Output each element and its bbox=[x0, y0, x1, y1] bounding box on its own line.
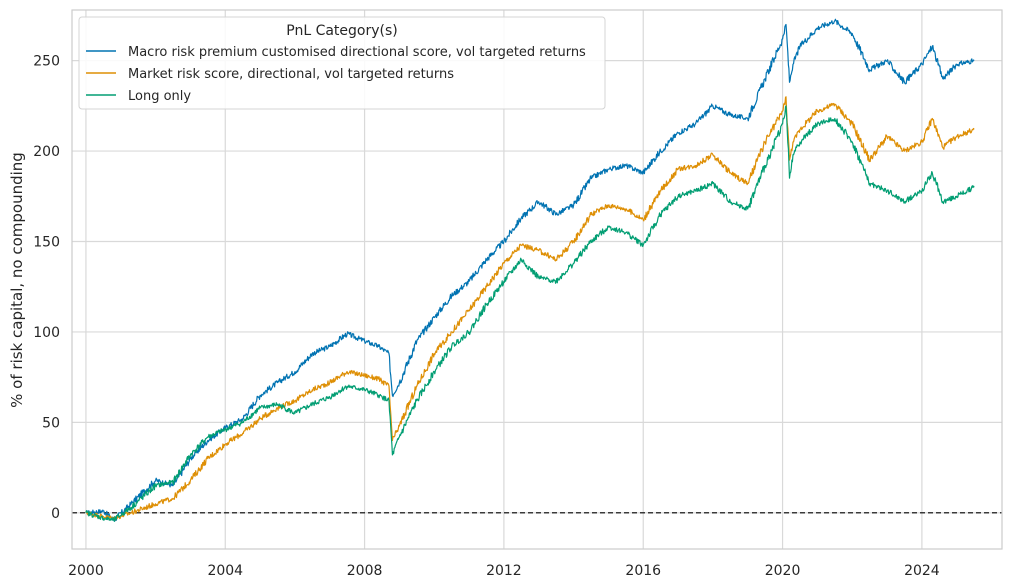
y-tick-label: 200 bbox=[33, 144, 60, 160]
x-tick-label: 2016 bbox=[625, 563, 661, 579]
legend-label: Market risk score, directional, vol targ… bbox=[128, 67, 454, 82]
x-axis-ticks: 2000 2004 2008 2012 2016 2020 2024 bbox=[68, 563, 940, 579]
legend-box bbox=[78, 16, 606, 110]
y-tick-label: 50 bbox=[42, 415, 60, 431]
y-tick-label: 0 bbox=[51, 506, 60, 522]
y-axis-ticks: 0 50 100 150 200 250 bbox=[33, 54, 60, 522]
legend-items: Macro risk premium customised directiona… bbox=[86, 45, 586, 104]
x-tick-label: 2000 bbox=[68, 563, 104, 579]
y-tick-label: 250 bbox=[33, 54, 60, 70]
y-tick-label: 150 bbox=[33, 235, 60, 251]
series-line bbox=[85, 96, 975, 521]
x-tick-label: 2024 bbox=[904, 563, 940, 579]
series-lines bbox=[85, 18, 975, 522]
plot-frame bbox=[71, 9, 1003, 550]
legend: PnL Category(s) Macro risk premium custo… bbox=[78, 16, 606, 110]
y-tick-label: 100 bbox=[33, 325, 60, 341]
y-axis-label: % of risk capital, no compounding bbox=[8, 152, 26, 408]
x-tick-label: 2004 bbox=[207, 563, 243, 579]
series-line bbox=[85, 18, 975, 522]
x-tick-label: 2012 bbox=[486, 563, 522, 579]
legend-label: Macro risk premium customised directiona… bbox=[128, 45, 586, 60]
legend-title: PnL Category(s) bbox=[286, 23, 398, 39]
series-line bbox=[85, 105, 975, 522]
x-tick-label: 2020 bbox=[765, 563, 801, 579]
legend-label: Long only bbox=[128, 89, 191, 104]
x-tick-label: 2008 bbox=[347, 563, 383, 579]
